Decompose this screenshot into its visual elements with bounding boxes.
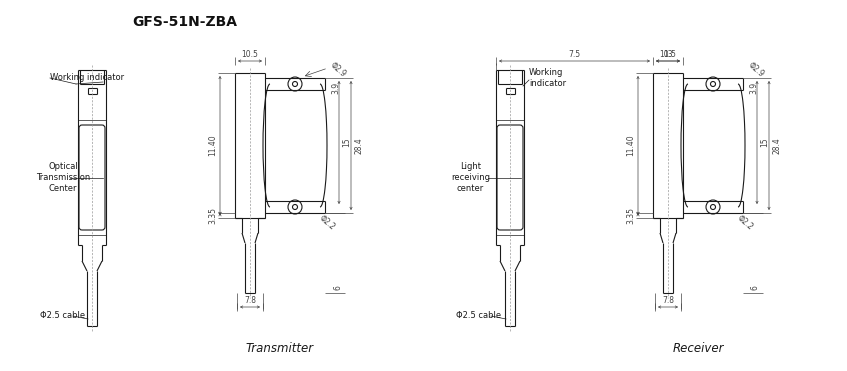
Text: 15: 15 [342, 138, 351, 147]
Text: 10.5: 10.5 [241, 50, 258, 59]
Text: Light
receiving
center: Light receiving center [451, 162, 490, 193]
Text: 3.9: 3.9 [331, 82, 340, 94]
Text: Φ2.5 cable: Φ2.5 cable [456, 312, 501, 321]
Text: 3.9: 3.9 [749, 82, 758, 94]
Text: 11.40: 11.40 [626, 135, 635, 156]
Text: 15: 15 [760, 138, 769, 147]
Text: Φ2.5 cable: Φ2.5 cable [40, 312, 86, 321]
Text: GFS-51N-ZBA: GFS-51N-ZBA [132, 15, 237, 29]
Text: Working indicator: Working indicator [50, 73, 125, 82]
Text: Working
indicator: Working indicator [529, 68, 566, 88]
Text: Φ2.2: Φ2.2 [317, 214, 336, 232]
Text: 3.35: 3.35 [626, 207, 635, 224]
Text: 11.40: 11.40 [208, 135, 217, 156]
Text: Φ2.9: Φ2.9 [746, 61, 766, 79]
Text: Φ2.9: Φ2.9 [328, 61, 347, 79]
Text: 7.5: 7.5 [568, 50, 580, 59]
Text: 7.8: 7.8 [244, 296, 256, 305]
Text: Receiver: Receiver [673, 341, 723, 355]
Text: 10.5: 10.5 [660, 50, 677, 59]
Text: 6: 6 [333, 286, 342, 290]
Text: 6: 6 [751, 286, 760, 290]
Text: 7.8: 7.8 [662, 296, 674, 305]
Text: 13: 13 [663, 50, 673, 59]
Text: Optical
Transmission
Center: Optical Transmission Center [36, 162, 91, 193]
Text: Transmitter: Transmitter [246, 341, 314, 355]
Text: Φ2.2: Φ2.2 [735, 214, 755, 232]
Text: 3.35: 3.35 [208, 207, 217, 224]
Text: 28.4: 28.4 [772, 137, 781, 154]
Text: 28.4: 28.4 [354, 137, 363, 154]
